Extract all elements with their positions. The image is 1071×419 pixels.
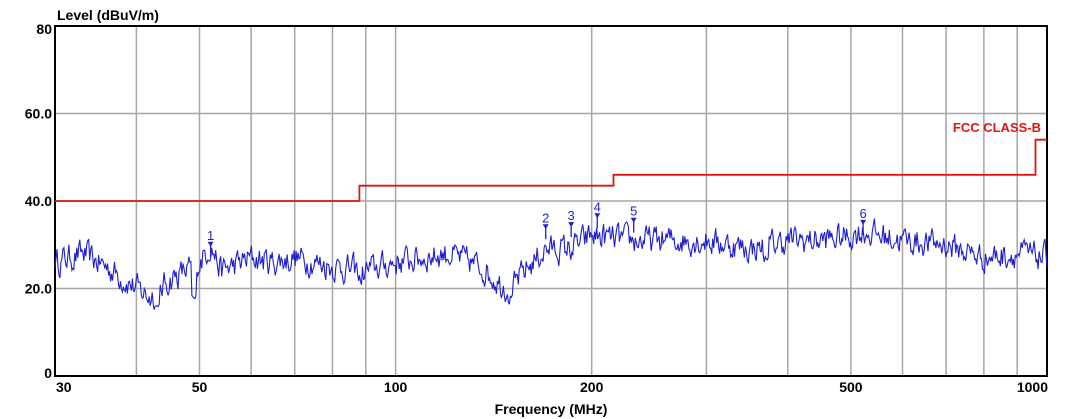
- peak-marker-arrow: [568, 222, 575, 228]
- y-tick-label: 80: [36, 21, 52, 37]
- measurement-trace: [54, 218, 1048, 310]
- limit-layer: [55, 138, 1047, 202]
- peak-marker-label: 1: [207, 228, 214, 243]
- peak-marker-arrow: [630, 217, 637, 223]
- peak-marker-label: 5: [630, 204, 637, 219]
- y-tick-label: 0: [44, 365, 52, 381]
- x-tick-label: 100: [384, 379, 408, 395]
- peak-marker-arrow: [860, 219, 867, 225]
- limit-line: [55, 138, 1047, 202]
- y-axis-label: Level (dBuV/m): [57, 7, 159, 23]
- x-axis-label: Frequency (MHz): [495, 401, 608, 417]
- peak-marker-arrow: [542, 224, 549, 230]
- tick-labels: 30 50 100 200 500 1000 0 20.0 40.0 60.0 80: [25, 21, 1048, 395]
- x-tick-label: 200: [580, 379, 604, 395]
- peak-marker-label: 6: [859, 206, 866, 221]
- x-tick-label: 1000: [1017, 379, 1048, 395]
- peak-marker-label: 2: [542, 210, 549, 225]
- peak-marker-label: 4: [594, 199, 601, 214]
- x-tick-label: 500: [839, 379, 863, 395]
- peak-marker-arrow: [207, 241, 214, 247]
- x-tick-label: 30: [56, 379, 72, 395]
- limit-line-label: FCC CLASS-B: [953, 120, 1041, 135]
- y-tick-label: 40.0: [25, 193, 52, 209]
- marker-layer: 1 2 3 4 5 6: [207, 199, 867, 257]
- grid: [55, 26, 1047, 376]
- y-tick-label: 20.0: [25, 281, 52, 297]
- y-tick-label: 60.0: [25, 106, 52, 122]
- x-tick-label: 50: [192, 379, 208, 395]
- peak-marker-label: 3: [568, 208, 575, 223]
- peak-marker-arrow: [594, 213, 601, 219]
- series-layer: [54, 218, 1048, 310]
